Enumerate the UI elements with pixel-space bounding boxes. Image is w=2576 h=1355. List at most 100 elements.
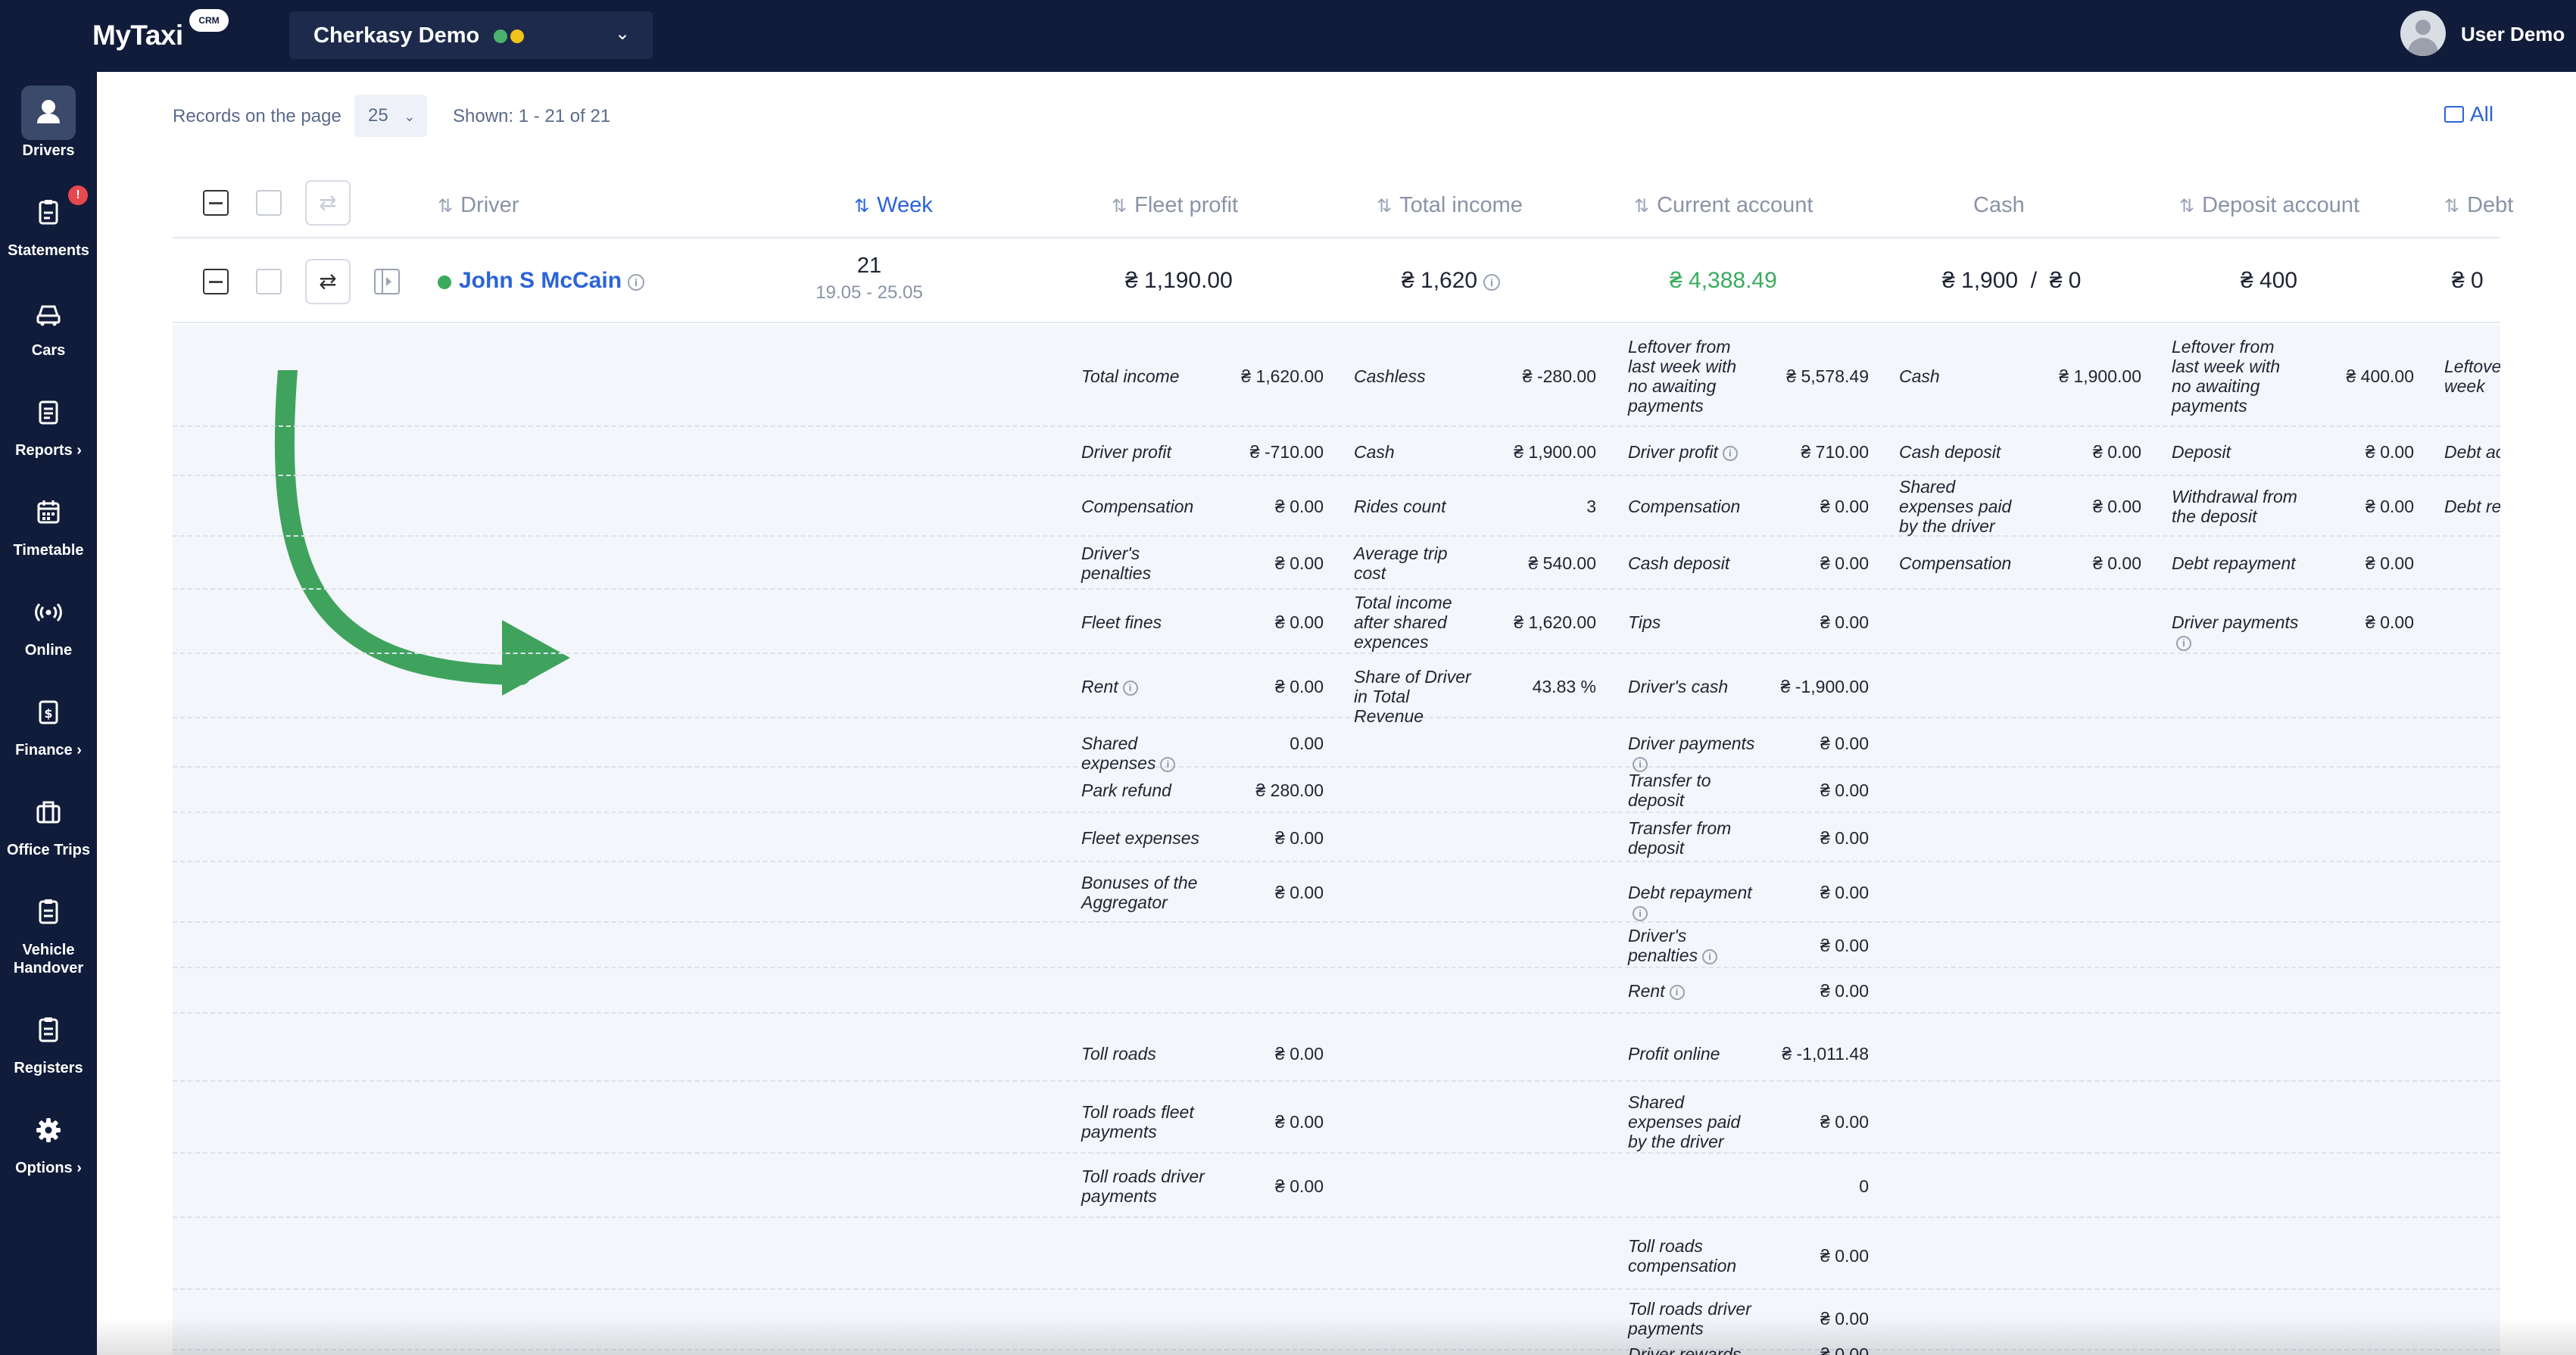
info-icon[interactable]: i <box>1633 906 1648 921</box>
table-row[interactable]: ⇄ John S McCain i 21 19.05 - 25.05 ₴ 1,19… <box>173 240 2500 323</box>
detail-value: ₴ 0.00 <box>1275 1176 1324 1196</box>
header-checkbox[interactable] <box>256 190 282 216</box>
detail-value: ₴ 0.00 <box>1820 612 1869 632</box>
detail-label: Toll roads driver payments <box>1081 1166 1205 1206</box>
user-avatar[interactable] <box>2400 11 2446 56</box>
gear-icon <box>21 1103 76 1157</box>
swap-icon[interactable]: ⇄ <box>305 180 351 226</box>
logo-crm-badge: CRM <box>189 9 229 32</box>
collapse-row-checkbox[interactable] <box>203 269 229 294</box>
details-row-divider <box>173 1152 2500 1154</box>
detail-value: ₴ 0.00 <box>1275 827 1324 848</box>
detail-value: ₴ 0.00 <box>1275 883 1324 902</box>
detail-value: ₴ 0.00 <box>2093 553 2141 573</box>
sidebar-item-drivers[interactable]: Drivers <box>0 86 97 160</box>
detail-value: ₴ 0.00 <box>1275 497 1324 516</box>
column-deposit-account[interactable]: ⇅ Deposit account <box>2179 193 2360 217</box>
details-row-divider <box>173 1080 2500 1082</box>
detail-label: Fleet fines <box>1081 612 1162 632</box>
sort-icon: ⇅ <box>2444 196 2460 216</box>
expand-panel-icon[interactable] <box>374 269 400 294</box>
all-columns-button[interactable]: All <box>2444 102 2493 126</box>
detail-label: Shared expenses paid by the driver <box>1899 477 2012 536</box>
swap-icon[interactable]: ⇄ <box>305 259 351 304</box>
sidebar-item-vehicle-handover[interactable]: Vehicle Handover <box>0 885 97 977</box>
details-row-divider <box>173 475 2500 476</box>
detail-label: Shared expenses i <box>1081 734 1210 773</box>
detail-label: Share of Driver in Total Revenue <box>1354 666 1471 726</box>
clipboard-icon <box>21 185 76 240</box>
current-account-value[interactable]: ₴ 4,388.49 <box>1670 268 1777 293</box>
info-icon[interactable]: i <box>1483 274 1501 291</box>
debt-value: ₴ 0 <box>2452 268 2484 293</box>
info-icon[interactable]: i <box>1669 985 1685 1000</box>
bottom-scroll-shadow <box>97 1317 2576 1355</box>
column-fleet-profit[interactable]: ⇅ Fleet profit <box>1112 193 1239 217</box>
detail-label: Shared expenses paid by the driver <box>1628 1092 1741 1151</box>
detail-label: Cash deposit <box>1899 441 2001 462</box>
sidebar-item-options[interactable]: Options › <box>0 1103 97 1177</box>
records-per-page-select[interactable]: 25 ⌄ <box>354 95 427 137</box>
info-icon[interactable]: i <box>1160 756 1176 772</box>
company-name: Cherkasy Demo <box>313 23 480 48</box>
detail-value: ₴ 0.00 <box>1820 497 1869 516</box>
detail-value: ₴ 540.00 <box>1528 553 1596 573</box>
detail-label: Park refund <box>1081 780 1171 800</box>
detail-value: 3 <box>1586 497 1596 516</box>
driver-name-link[interactable]: John S McCain i <box>459 268 645 294</box>
row-checkbox[interactable] <box>256 269 282 294</box>
app-logo[interactable]: MyTaxi <box>92 20 183 51</box>
info-icon[interactable]: i <box>1722 445 1738 461</box>
column-debt[interactable]: ⇅ Debt <box>2444 193 2514 217</box>
detail-value: ₴ 0.00 <box>1275 612 1324 632</box>
column-total-income[interactable]: ⇅ Total income <box>1377 193 1523 217</box>
sidebar-item-timetable[interactable]: Timetable <box>0 485 97 559</box>
detail-value: ₴ 0.00 <box>2093 441 2141 462</box>
column-cash[interactable]: Cash <box>1973 193 2025 217</box>
details-row-divider <box>173 653 2500 654</box>
sort-icon: ⇅ <box>1634 196 1650 216</box>
sidebar-item-reports[interactable]: Reports › <box>0 385 97 459</box>
detail-label: Driver's penalties <box>1081 544 1152 583</box>
column-current-account[interactable]: ⇅ Current account <box>1634 193 1813 217</box>
sidebar-item-statements[interactable]: ! Statements <box>0 185 97 260</box>
company-selector[interactable]: Cherkasy Demo ⌄ <box>289 11 653 59</box>
column-week[interactable]: ⇅ Week <box>854 193 933 217</box>
detail-label: Leftover from last week with no awaiting… <box>1628 336 1737 416</box>
detail-label: Tips <box>1628 612 1661 632</box>
detail-label: Fleet expenses <box>1081 827 1199 848</box>
details-row-divider <box>173 811 2500 813</box>
user-name[interactable]: User Demo <box>2461 23 2565 45</box>
detail-label: Toll roads fleet payments <box>1081 1101 1194 1142</box>
detail-label: Leftover from last week <box>2444 356 2500 396</box>
detail-value: ₴ 0.00 <box>1820 1246 1869 1266</box>
select-all-checkbox[interactable] <box>203 190 229 216</box>
detail-value: ₴ 0.00 <box>1820 1111 1869 1132</box>
detail-label: Debt accrual <box>2444 441 2500 462</box>
detail-label: Driver profit i <box>1628 442 1755 462</box>
detail-value: ₴ -710.00 <box>1249 441 1324 462</box>
sidebar-item-office-trips[interactable]: Office Trips <box>0 785 97 859</box>
clipboard-icon <box>21 1003 76 1058</box>
calendar-icon <box>21 485 76 540</box>
detail-label: Toll roads driver payments <box>1628 1298 1751 1338</box>
sidebar-item-finance[interactable]: $ Finance › <box>0 685 97 759</box>
info-icon[interactable]: i <box>1122 680 1138 696</box>
table-grid-icon <box>2444 106 2464 123</box>
main-content: Records on the page 25 ⌄ Shown: 1 - 21 o… <box>97 72 2576 1355</box>
info-icon[interactable]: i <box>1702 949 1718 964</box>
info-icon[interactable]: i <box>628 274 645 291</box>
sidebar-item-registers[interactable]: Registers <box>0 1003 97 1077</box>
info-icon[interactable]: i <box>2176 635 2191 651</box>
column-driver[interactable]: ⇅ Driver <box>438 193 519 217</box>
details-row-divider <box>173 425 2500 427</box>
sidebar-item-cars[interactable]: Cars <box>0 285 97 360</box>
detail-label: Compensation <box>1899 553 2012 573</box>
svg-text:$: $ <box>44 706 52 721</box>
sidebar-item-online[interactable]: Online <box>0 585 97 659</box>
briefcase-icon <box>21 785 76 839</box>
detail-label: Debt repaymenti <box>2444 497 2500 516</box>
detail-label: Profit online <box>1628 1043 1720 1064</box>
detail-value: ₴ 710.00 <box>1801 441 1869 462</box>
info-icon[interactable]: i <box>1633 756 1648 772</box>
